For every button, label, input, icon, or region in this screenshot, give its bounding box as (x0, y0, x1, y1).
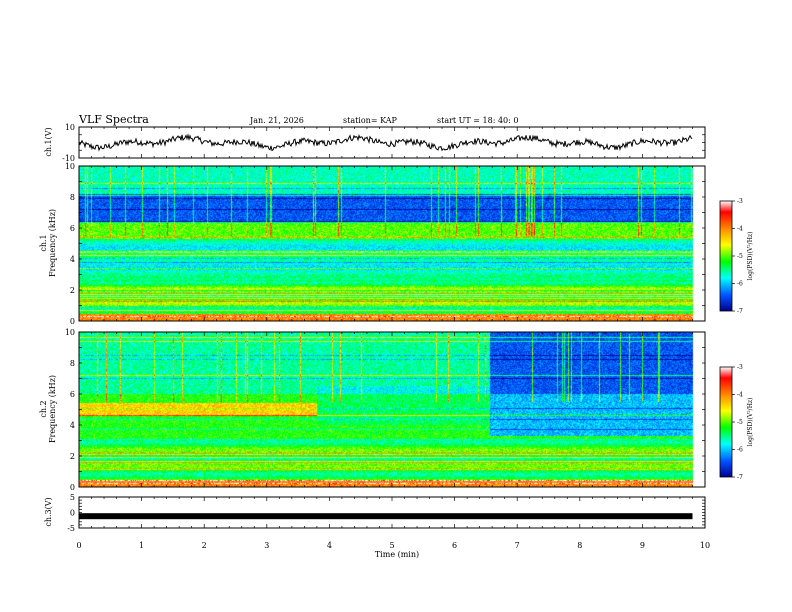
y-tick-label: 10 (65, 328, 75, 337)
y-tick-label: -10 (62, 154, 75, 163)
colorbar-tick-label: -6 (737, 447, 743, 454)
colorbar-2-label: log(PSD)(V²/Hz) (747, 398, 754, 447)
ch1-spectrogram-image (79, 166, 705, 321)
y-tick-label: 8 (70, 359, 75, 368)
colorbar-tick-label: -6 (737, 281, 743, 288)
ch2-spectrogram-image (79, 332, 705, 487)
x-tick-label: 1 (139, 541, 144, 550)
ch2-spectrogram-yticks: 0 2 4 6 8 10 (65, 328, 705, 492)
figure-title: VLF Spectra (78, 113, 149, 126)
colorbar-2-gradient (720, 367, 732, 477)
ch3-waveform-yticks: 5 0 -5 (67, 493, 705, 533)
time-axis-tick-labels: 0 1 2 3 4 5 6 7 8 9 10 (76, 541, 710, 550)
y-tick-label: 6 (70, 224, 75, 233)
y-tick-label: 8 (70, 193, 75, 202)
x-tick-label: 9 (640, 541, 645, 550)
x-tick-label: 0 (76, 541, 81, 550)
x-tick-label: 7 (515, 541, 520, 550)
y-tick-label: 2 (70, 452, 75, 461)
ch1-spectrogram-ylabel-channel: ch.1 (39, 234, 48, 251)
y-tick-label: 6 (70, 390, 75, 399)
x-tick-label: 5 (389, 541, 394, 550)
y-tick-label: 10 (65, 162, 75, 171)
colorbar-tick-label: -7 (737, 308, 743, 315)
colorbar-1-label: log(PSD)(V²/Hz) (747, 232, 754, 281)
ch1-waveform-yticks: 10 -10 (62, 123, 705, 163)
ch1-waveform-panel: 10 -10 ch.1(V) (44, 123, 706, 163)
colorbar-tick-label: -3 (737, 364, 743, 371)
y-tick-label: 2 (70, 286, 75, 295)
station-label: station= KAP (343, 116, 398, 125)
ch1-waveform-frame (78, 126, 706, 159)
ch3-waveform-ylabel: ch.3(V) (44, 497, 53, 526)
y-tick-label: 10 (65, 123, 75, 132)
time-axis-label: Time (min) (375, 550, 419, 559)
colorbar-1-gradient (720, 201, 732, 311)
colorbar-2-ticks: -3 -4 -5 -6 -7 (732, 364, 743, 481)
time-axis-ticks (78, 127, 706, 528)
colorbar-1-ticks: -3 -4 -5 -6 -7 (732, 198, 743, 315)
ch2-spectrogram-ylabel-freq: Frequency (kHz) (48, 375, 57, 443)
ch3-waveform-panel: 5 0 -5 ch.3(V) (44, 493, 706, 533)
y-tick-label: 0 (70, 483, 75, 492)
colorbar-tick-label: -5 (737, 419, 743, 426)
y-tick-label: 0 (70, 509, 75, 518)
y-tick-label: -5 (67, 524, 75, 533)
colorbar-tick-label: -3 (737, 198, 743, 205)
ch2-spectrogram-ylabel-channel: ch.2 (39, 400, 48, 417)
ch1-waveform-line (78, 133, 693, 152)
y-tick-label: 0 (70, 317, 75, 326)
ch1-spectrogram-ylabel-freq: Frequency (kHz) (48, 209, 57, 277)
x-tick-label: 3 (264, 541, 269, 550)
x-tick-label: 4 (327, 541, 332, 550)
ch3-waveform-frame (78, 496, 706, 529)
colorbar-tick-label: -4 (737, 392, 743, 399)
y-tick-label: 4 (70, 255, 75, 264)
ch1-waveform-ylabel: ch.1(V) (44, 127, 53, 156)
colorbar-tick-label: -7 (737, 474, 743, 481)
y-tick-label: 4 (70, 421, 75, 430)
ch3-waveform-line (79, 513, 693, 520)
y-tick-label: 5 (70, 493, 75, 502)
x-tick-label: 6 (452, 541, 457, 550)
x-tick-label: 8 (577, 541, 582, 550)
x-tick-label: 10 (700, 541, 710, 550)
date-label: Jan. 21, 2026 (249, 116, 304, 125)
start-time-label: start UT = 18: 40: 0 (437, 116, 518, 125)
colorbar-tick-label: -4 (737, 226, 743, 233)
ch1-spectrogram-yticks: 0 2 4 6 8 10 (65, 162, 705, 326)
x-tick-label: 2 (202, 541, 207, 550)
colorbar-tick-label: -5 (737, 253, 743, 260)
